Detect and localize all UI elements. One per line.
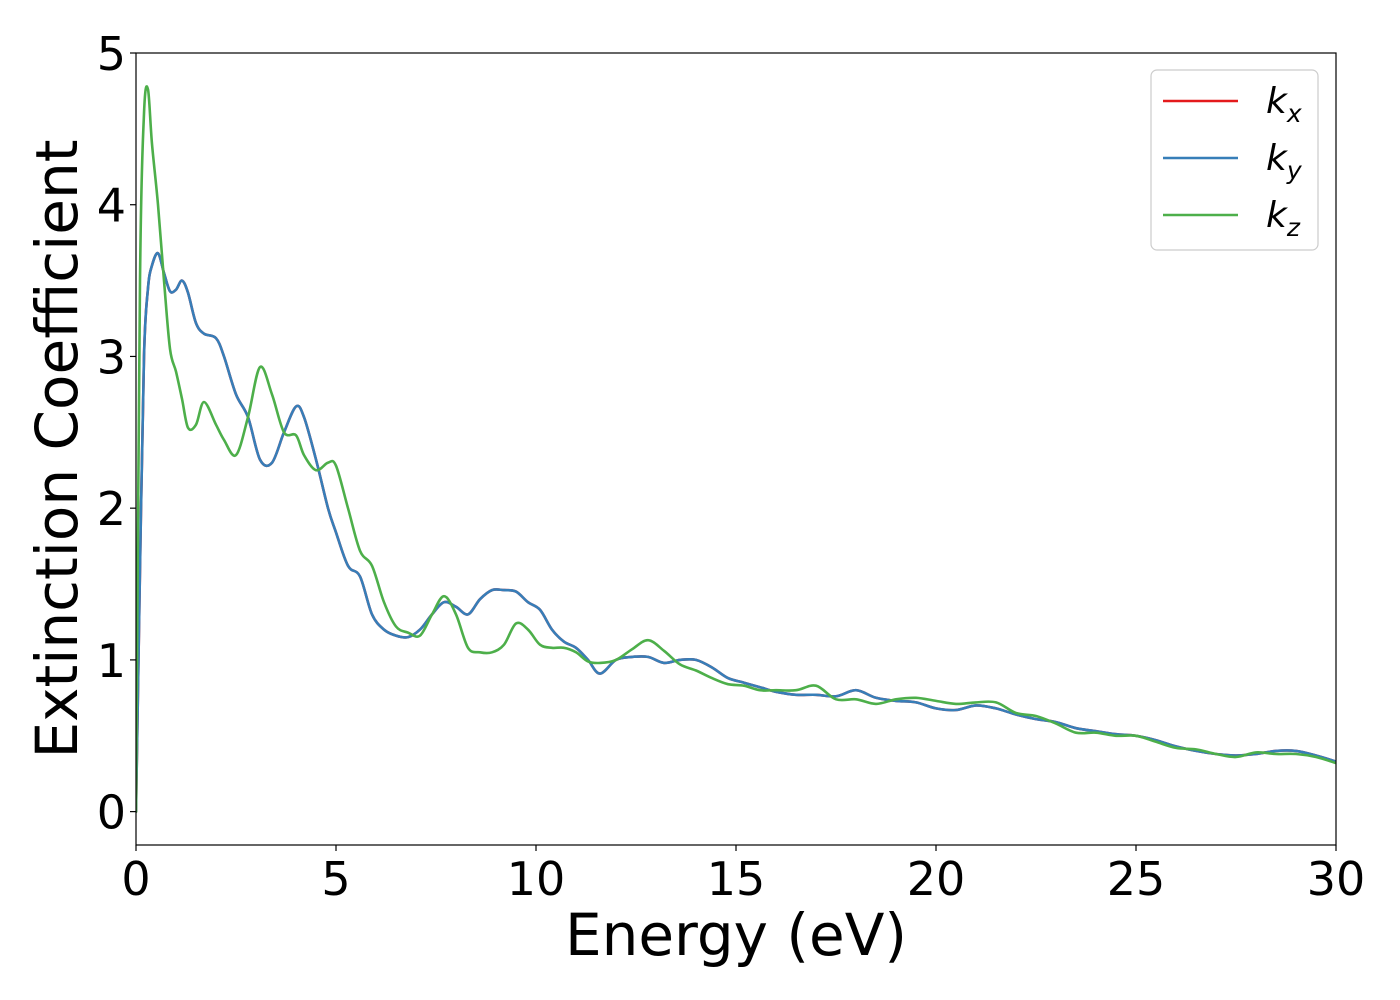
x-tick-label: 30	[1307, 852, 1366, 906]
x-tick-label: 5	[321, 852, 350, 906]
x-tick-label: 0	[121, 852, 150, 906]
ticks-layer: 0 5 10 15 20 25 30 0 1 2 3 4 5	[97, 27, 1366, 906]
x-tick-label: 10	[507, 852, 566, 906]
legend-label: kz	[1266, 195, 1301, 242]
x-tick-label: 20	[907, 852, 966, 906]
series-line-k-z	[136, 85, 1336, 813]
y-tick-label: 2	[97, 482, 126, 536]
y-tick-label: 3	[97, 330, 126, 384]
legend-label: kx	[1266, 81, 1302, 128]
y-axis-label: Extinction Coefficient	[23, 140, 91, 759]
x-tick-label: 15	[707, 852, 766, 906]
x-tick-label: 25	[1107, 852, 1166, 906]
y-tick-label: 4	[97, 179, 126, 233]
legend-label: ky	[1266, 138, 1303, 185]
y-tick-label: 5	[97, 27, 126, 81]
y-tick-label: 0	[97, 786, 126, 840]
x-axis-label: Energy (eV)	[565, 901, 907, 969]
y-tick-label: 1	[97, 634, 126, 688]
legend: kx ky kz	[1150, 69, 1319, 251]
series-layer	[136, 85, 1336, 813]
legend-box	[1150, 69, 1319, 251]
